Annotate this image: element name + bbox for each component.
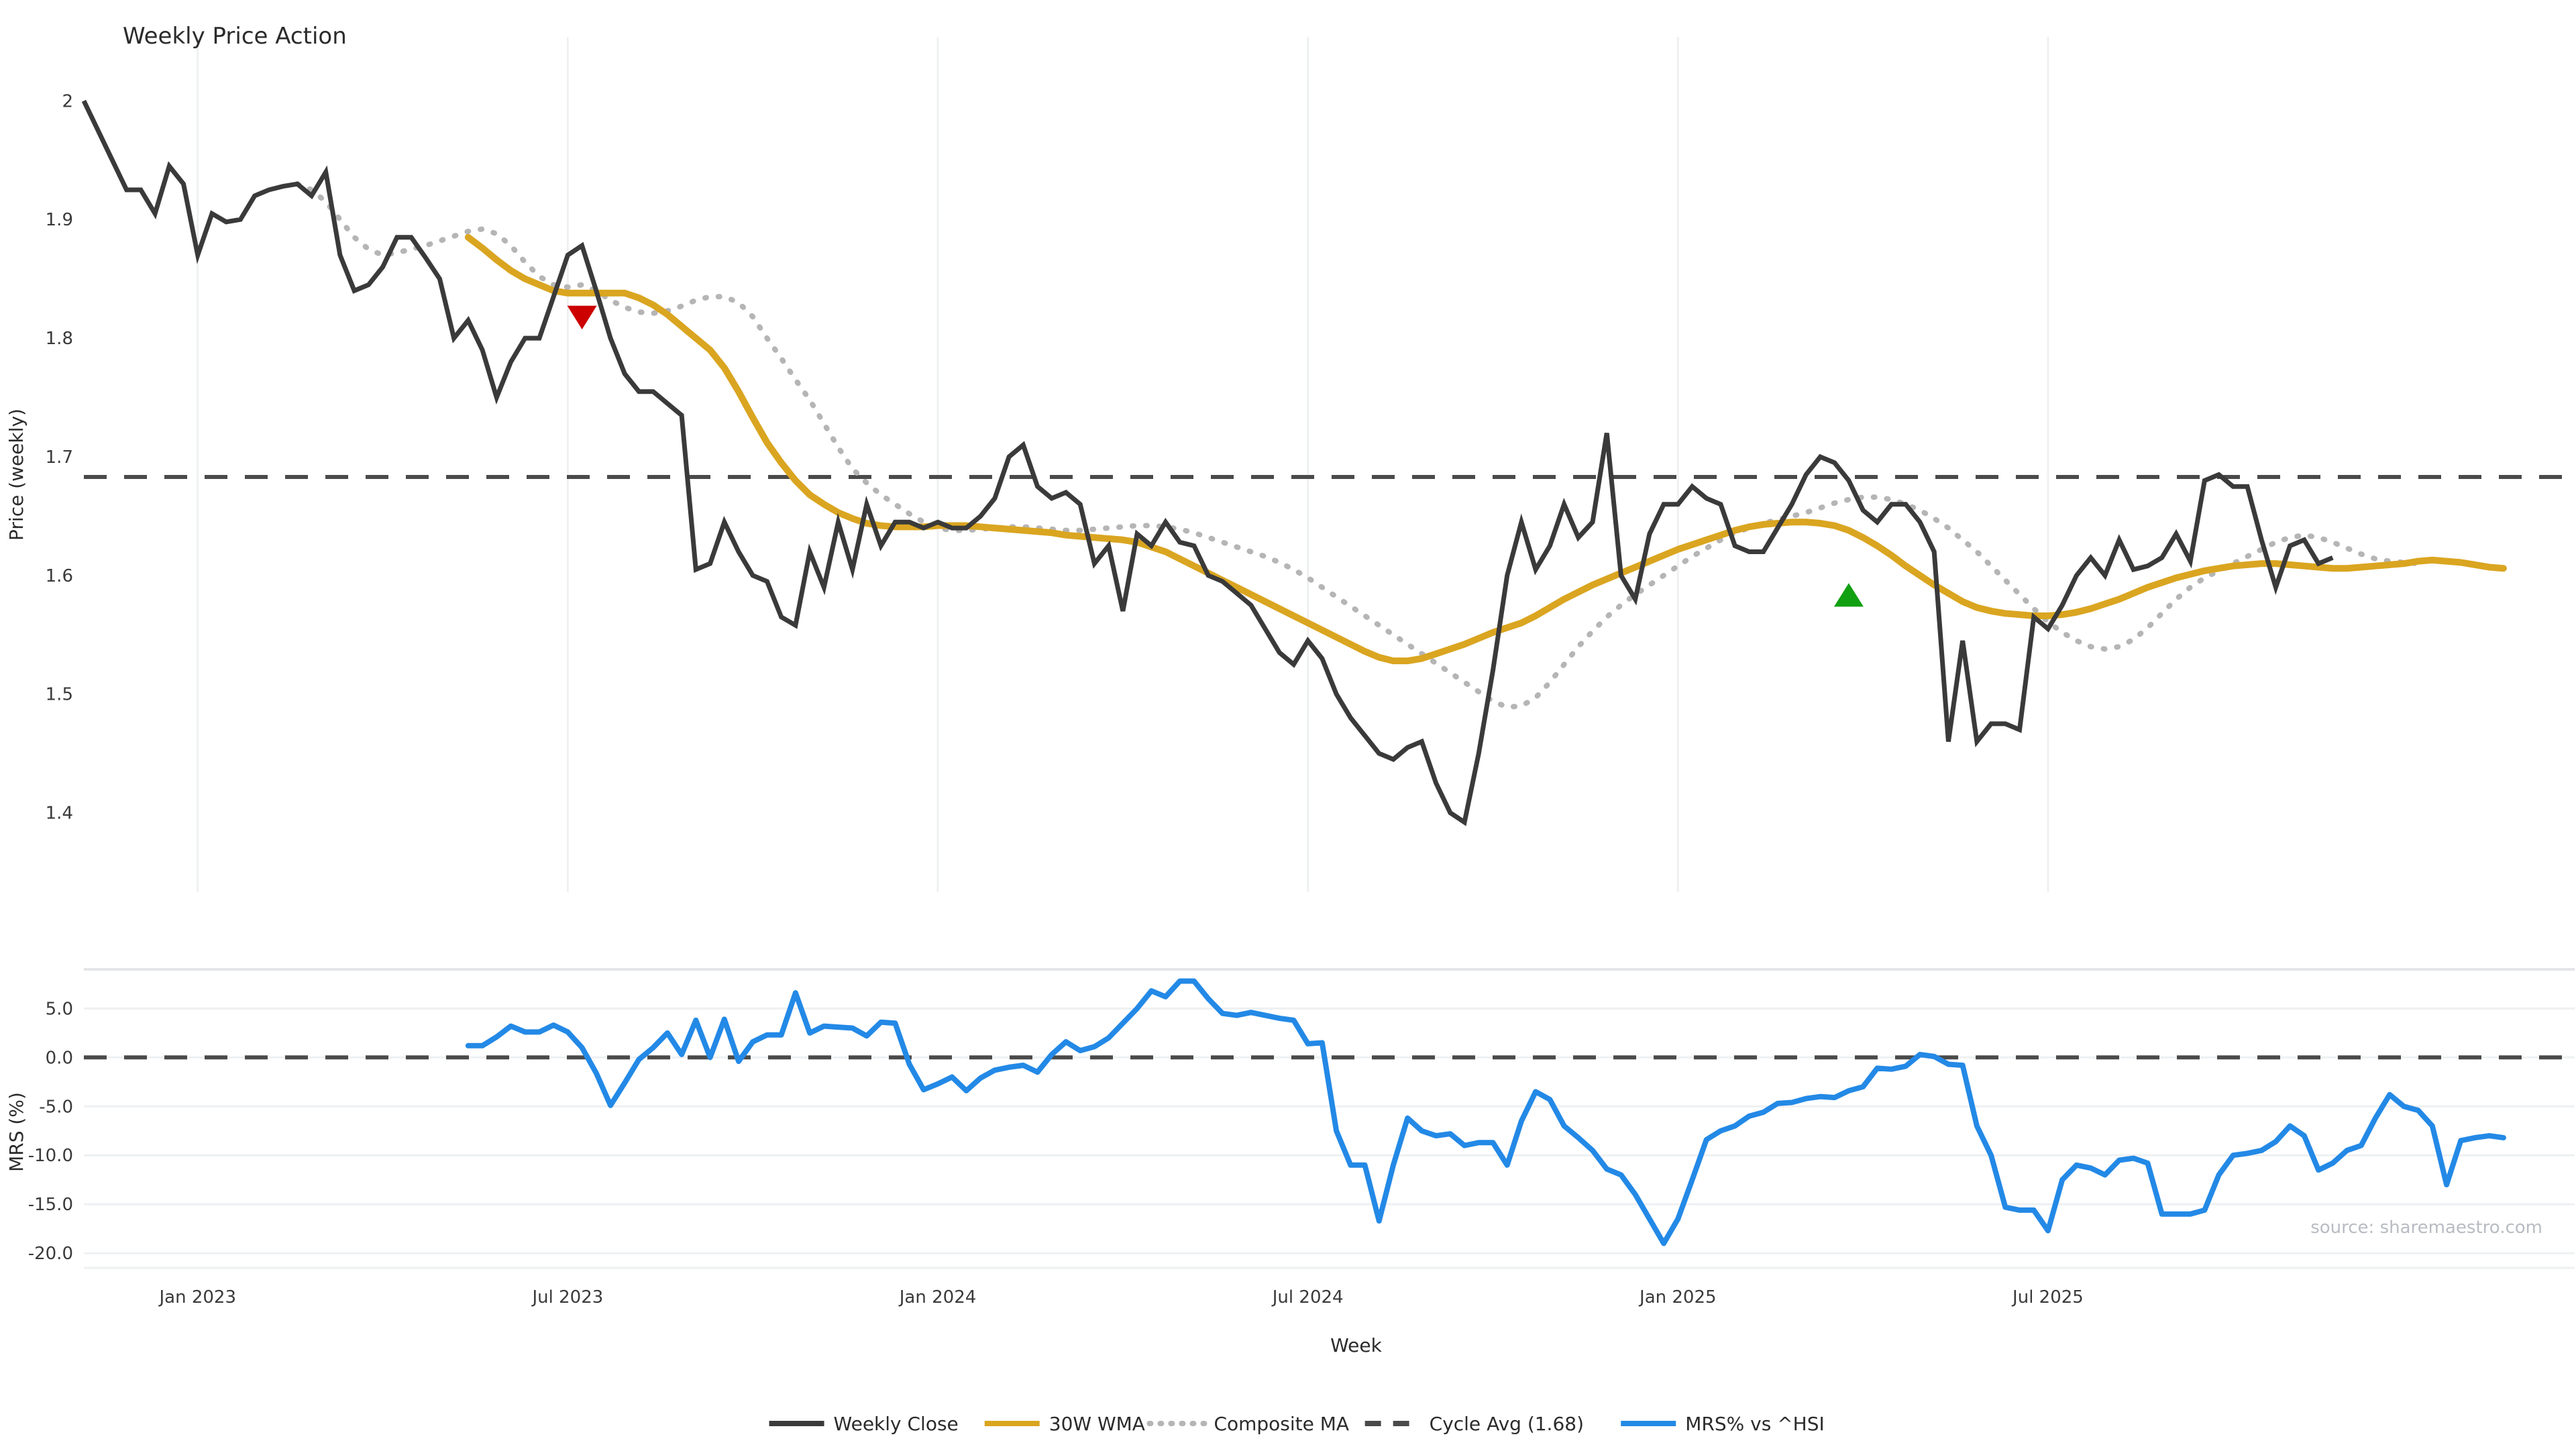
price-ytick-label: 1.5: [46, 685, 73, 705]
mrs-ytick-label: -15.0: [28, 1195, 73, 1215]
xtick-label: Jan 2023: [158, 1287, 236, 1307]
chart-title: Weekly Price Action: [123, 23, 347, 50]
xtick-label: Jul 2023: [531, 1287, 603, 1307]
source-watermark: source: sharemaestro.com: [2310, 1218, 2542, 1238]
weekly-close-line: [81, 99, 2334, 826]
legend-label-3: Composite MA: [1214, 1413, 1349, 1435]
price-ytick-label: 1.6: [46, 566, 73, 586]
price-ytick-label: 1.8: [46, 329, 73, 349]
buy-signal-marker[interactable]: [1833, 583, 1864, 607]
xtick-label: Jan 2025: [1638, 1287, 1717, 1307]
mrs-ytick-label: -10.0: [28, 1146, 73, 1166]
mrs-ytick-label: -20.0: [28, 1244, 73, 1264]
sell-signal-marker[interactable]: [567, 305, 597, 329]
xtick-label: Jan 2024: [898, 1287, 977, 1307]
price-yaxis-title: Price (weekly): [5, 409, 28, 541]
price-ytick-label: 2: [62, 91, 73, 111]
composite-ma-line: [294, 181, 2421, 710]
price-ytick-label: 1.4: [46, 804, 73, 824]
xtick-label: Jul 2024: [1271, 1287, 1344, 1307]
mrs-ytick-label: 5.0: [46, 999, 73, 1019]
mrs-yaxis-title: MRS (%): [5, 1092, 28, 1172]
xaxis-title: Week: [1330, 1334, 1382, 1356]
price-ytick-label: 1.7: [46, 447, 73, 468]
legend-label-4: Cycle Avg (1.68): [1430, 1413, 1584, 1435]
mrs-ytick-label: 0.0: [46, 1048, 73, 1068]
price-ytick-label: 1.9: [46, 210, 73, 230]
mrs-line: [465, 978, 2506, 1246]
legend-label-1: Weekly Close: [834, 1413, 959, 1435]
wma-line: [464, 233, 2507, 665]
mrs-ytick-label: -5.0: [39, 1097, 73, 1117]
legend-label-5: MRS% vs ^HSI: [1685, 1413, 1825, 1435]
legend-label-2: 30W WMA: [1049, 1413, 1145, 1435]
xtick-label: Jul 2025: [2011, 1287, 2084, 1307]
